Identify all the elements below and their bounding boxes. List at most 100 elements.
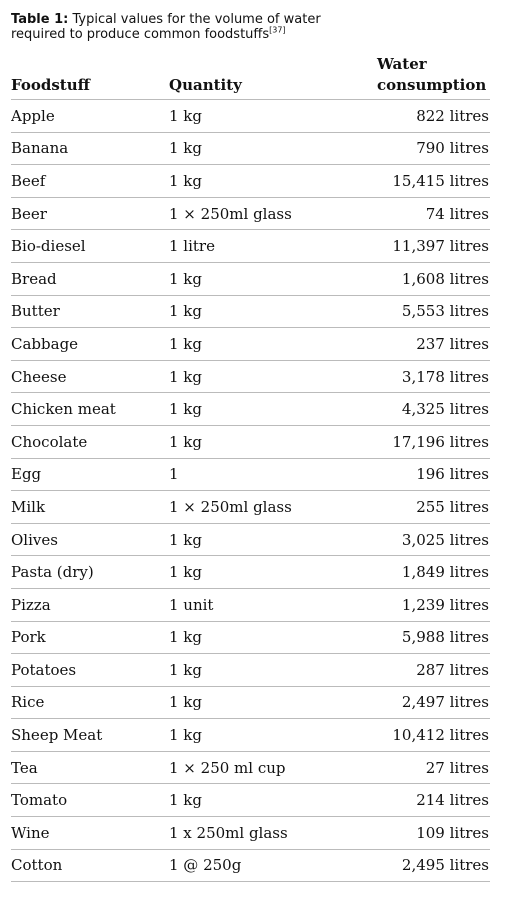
water-consumption-cell: 15,415 litres: [335, 164, 490, 198]
water-consumption-cell: 17,196 litres: [335, 425, 490, 459]
water-consumption-cell: 237 litres: [335, 327, 490, 361]
water-consumption-cell: 790 litres: [335, 132, 490, 166]
foodstuff-cell: Tomato: [11, 783, 169, 818]
water-consumption-cell: 11,397 litres: [335, 229, 490, 263]
quantity-cell: 1 kg: [169, 164, 335, 198]
foodstuff-cell: Potatoes: [11, 653, 169, 687]
foodstuff-cell: Cotton: [11, 849, 169, 883]
foodstuff-cell: Rice: [11, 686, 169, 720]
header-foodstuff: Foodstuff: [11, 54, 169, 100]
quantity-cell: 1 kg: [169, 718, 335, 752]
quantity-cell: 1 kg: [169, 99, 335, 133]
water-consumption-cell: 2,497 litres: [335, 686, 490, 720]
foodstuff-cell: Butter: [11, 295, 169, 329]
water-consumption-cell: 1,608 litres: [335, 262, 490, 296]
water-consumption-cell: 27 litres: [335, 751, 490, 785]
table-row: Chocolate 1 kg 17,196 litres: [11, 425, 490, 459]
water-consumption-cell: 2,495 litres: [335, 849, 490, 883]
foodstuff-cell: Olives: [11, 523, 169, 557]
quantity-cell: 1 kg: [169, 425, 335, 459]
quantity-cell: 1 kg: [169, 686, 335, 720]
foodstuff-cell: Egg: [11, 458, 169, 492]
water-consumption-cell: 5,988 litres: [335, 621, 490, 655]
quantity-cell: 1: [169, 458, 335, 492]
water-consumption-cell: 1,849 litres: [335, 555, 490, 589]
water-consumption-cell: 287 litres: [335, 653, 490, 687]
caption-text: Typical values for the volume of water r…: [11, 12, 321, 42]
quantity-cell: 1 kg: [169, 653, 335, 687]
table-row: Cotton 1 @ 250g 2,495 litres: [11, 849, 490, 883]
table-row: Rice 1 kg 2,497 litres: [11, 686, 490, 720]
table-row: Pork 1 kg 5,988 litres: [11, 621, 490, 655]
foodstuff-cell: Pasta (dry): [11, 555, 169, 589]
table-row: Cheese 1 kg 3,178 litres: [11, 360, 490, 394]
table-header: Foodstuff Quantity Water consumption: [11, 54, 490, 100]
water-consumption-table: Foodstuff Quantity Water consumption Appl…: [11, 54, 490, 883]
foodstuff-cell: Pork: [11, 621, 169, 655]
foodstuff-cell: Cheese: [11, 360, 169, 394]
water-consumption-cell: 1,239 litres: [335, 588, 490, 622]
table-row: Pasta (dry) 1 kg 1,849 litres: [11, 555, 490, 589]
foodstuff-cell: Tea: [11, 751, 169, 785]
table-row: Sheep Meat 1 kg 10,412 litres: [11, 718, 490, 752]
table-row: Pizza 1 unit 1,239 litres: [11, 588, 490, 622]
table-caption: Table 1: Typical values for the volume o…: [11, 12, 371, 42]
table-row: Apple 1 kg 822 litres: [11, 99, 490, 133]
water-consumption-cell: 196 litres: [335, 458, 490, 492]
quantity-cell: 1 × 250ml glass: [169, 197, 335, 231]
water-consumption-cell: 74 litres: [335, 197, 490, 231]
water-consumption-cell: 109 litres: [335, 816, 490, 850]
foodstuff-cell: Apple: [11, 99, 169, 133]
water-consumption-cell: 10,412 litres: [335, 718, 490, 752]
table-row: Bio-diesel 1 litre 11,397 litres: [11, 229, 490, 263]
header-row: Foodstuff Quantity Water consumption: [11, 54, 490, 100]
quantity-cell: 1 unit: [169, 588, 335, 622]
foodstuff-cell: Bread: [11, 262, 169, 296]
table-body: Apple 1 kg 822 litres Banana 1 kg 790 litres B…: [11, 99, 490, 883]
table-row: Beef 1 kg 15,415 litres: [11, 164, 490, 198]
water-consumption-cell: 822 litres: [335, 99, 490, 133]
foodstuff-cell: Cabbage: [11, 327, 169, 361]
header-water-line1: Water: [377, 55, 427, 73]
table-row: Olives 1 kg 3,025 litres: [11, 523, 490, 557]
water-consumption-cell: 3,025 litres: [335, 523, 490, 557]
quantity-cell: 1 kg: [169, 327, 335, 361]
table-row: Potatoes 1 kg 287 litres: [11, 653, 490, 687]
quantity-cell: 1 kg: [169, 295, 335, 329]
water-consumption-cell: 214 litres: [335, 783, 490, 818]
quantity-cell: 1 litre: [169, 229, 335, 263]
water-consumption-cell: 4,325 litres: [335, 392, 490, 426]
table-row: Tea 1 × 250 ml cup 27 litres: [11, 751, 490, 785]
quantity-cell: 1 kg: [169, 360, 335, 394]
quantity-cell: 1 kg: [169, 262, 335, 296]
foodstuff-cell: Beef: [11, 164, 169, 198]
table-row: Cabbage 1 kg 237 litres: [11, 327, 490, 361]
table-row: Bread 1 kg 1,608 litres: [11, 262, 490, 296]
caption-reference: [37]: [269, 25, 286, 35]
foodstuff-cell: Chicken meat: [11, 392, 169, 426]
table-row: Chicken meat 1 kg 4,325 litres: [11, 392, 490, 426]
foodstuff-cell: Sheep Meat: [11, 718, 169, 752]
water-consumption-cell: 5,553 litres: [335, 295, 490, 329]
quantity-cell: 1 @ 250g: [169, 849, 335, 883]
header-quantity: Quantity: [169, 54, 335, 100]
quantity-cell: 1 kg: [169, 132, 335, 166]
header-water-line2: consumption: [377, 76, 487, 94]
quantity-cell: 1 × 250ml glass: [169, 490, 335, 524]
quantity-cell: 1 kg: [169, 392, 335, 426]
foodstuff-cell: Banana: [11, 132, 169, 166]
foodstuff-cell: Chocolate: [11, 425, 169, 459]
quantity-cell: 1 kg: [169, 783, 335, 818]
water-consumption-cell: 3,178 litres: [335, 360, 490, 394]
table-row: Milk 1 × 250ml glass 255 litres: [11, 490, 490, 524]
header-water-consumption: Water consumption: [335, 54, 490, 100]
foodstuff-cell: Beer: [11, 197, 169, 231]
foodstuff-cell: Milk: [11, 490, 169, 524]
table-row: Egg 1 196 litres: [11, 458, 490, 492]
table-row: Butter 1 kg 5,553 litres: [11, 295, 490, 329]
quantity-cell: 1 kg: [169, 523, 335, 557]
water-consumption-cell: 255 litres: [335, 490, 490, 524]
foodstuff-cell: Pizza: [11, 588, 169, 622]
foodstuff-cell: Wine: [11, 816, 169, 850]
